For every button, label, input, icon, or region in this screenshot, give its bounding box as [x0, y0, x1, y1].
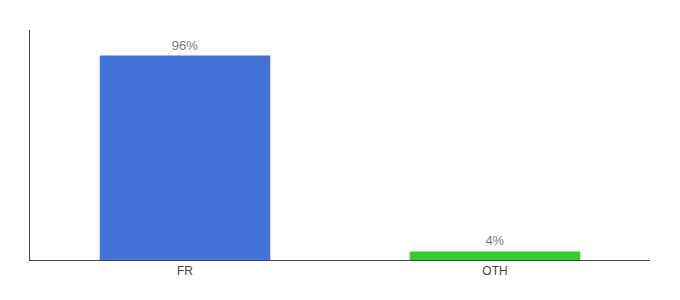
svg-text:4%: 4%	[485, 233, 504, 248]
svg-text:FR: FR	[177, 264, 193, 278]
svg-text:OTH: OTH	[482, 264, 507, 278]
svg-text:96%: 96%	[172, 38, 198, 53]
